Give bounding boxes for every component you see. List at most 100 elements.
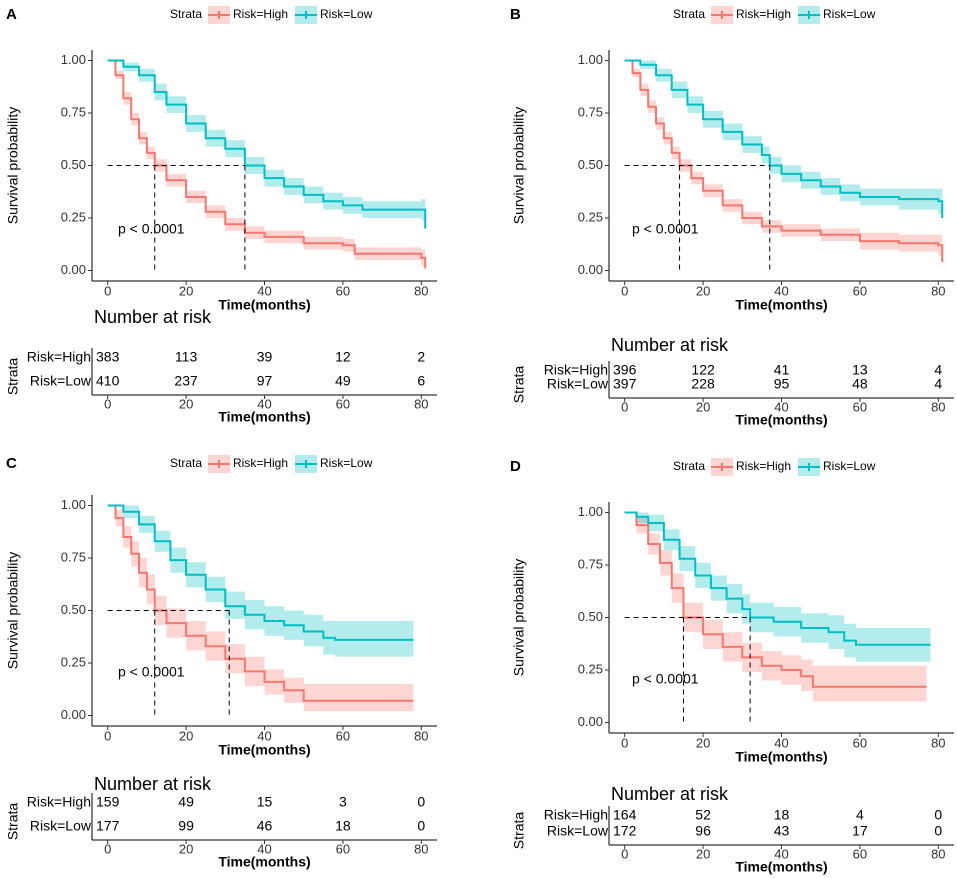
p-value: p < 0.0001 — [118, 221, 185, 237]
x-tick-label: 40 — [774, 283, 788, 298]
x-tick-label: 60 — [853, 735, 867, 750]
x-tick-label: 40 — [257, 728, 271, 743]
x-tick-label: 80 — [931, 283, 945, 298]
y-tick-label: 0.50 — [61, 157, 86, 172]
risk-count: 3 — [339, 794, 347, 810]
table-x-tick-label: 0 — [621, 399, 628, 414]
legend-label: Risk=Low — [823, 7, 876, 21]
x-tick-label: 0 — [621, 283, 628, 298]
risk-count: 113 — [175, 349, 198, 365]
y-tick-label: 1.00 — [578, 504, 603, 519]
confidence-band — [624, 60, 943, 250]
risk-count: 12 — [335, 349, 351, 365]
table-x-tick-label: 80 — [414, 841, 428, 856]
panel-letter: D — [510, 458, 521, 475]
row-label: Risk=High — [27, 794, 91, 810]
risk-count: 177 — [96, 818, 120, 834]
x-tick-label: 0 — [104, 728, 111, 743]
table-x-label: Time(months) — [218, 854, 310, 870]
x-tick-label: 0 — [621, 735, 628, 750]
survival-curve — [624, 59, 944, 218]
y-tick-label: 1.00 — [61, 52, 86, 67]
table-y-label: Strata — [5, 803, 21, 841]
survival-curve — [107, 504, 414, 641]
risk-count: 39 — [257, 349, 273, 365]
legend-title: Strata — [673, 459, 705, 473]
confidence-band — [107, 60, 426, 250]
table-x-tick-label: 20 — [696, 399, 710, 414]
risk-count: 4 — [934, 362, 942, 378]
survival-curve — [107, 504, 414, 702]
risk-count: 41 — [774, 362, 790, 378]
table-x-tick-label: 40 — [774, 399, 788, 414]
table-x-label: Time(months) — [218, 409, 310, 425]
table-x-tick-label: 20 — [179, 396, 193, 411]
p-value: p < 0.0001 — [632, 221, 699, 237]
risk-count: 6 — [417, 373, 425, 389]
p-value: p < 0.0001 — [118, 664, 185, 680]
row-label: Risk=Low — [30, 373, 92, 389]
y-tick-label: 1.00 — [578, 52, 603, 67]
legend-title: Strata — [170, 7, 202, 21]
survival-curve — [624, 511, 931, 646]
row-label: Risk=High — [27, 349, 91, 365]
risk-count: 18 — [335, 818, 351, 834]
risk-count: 43 — [774, 823, 790, 839]
y-tick-label: 0.50 — [578, 609, 603, 624]
risk-count: 0 — [934, 823, 942, 839]
risk-count: 17 — [852, 823, 868, 839]
risk-count: 49 — [178, 794, 194, 810]
table-x-tick-label: 60 — [336, 396, 350, 411]
risk-count: 15 — [257, 794, 273, 810]
table-x-tick-label: 60 — [853, 399, 867, 414]
table-x-tick-label: 40 — [257, 841, 271, 856]
risk-count: 95 — [774, 376, 790, 392]
y-tick-label: 0.00 — [578, 262, 603, 277]
survival-curve — [107, 59, 427, 229]
risk-count: 397 — [613, 376, 637, 392]
legend-label: Risk=Low — [320, 456, 373, 470]
y-tick-label: 0.25 — [61, 654, 86, 669]
x-tick-label: 20 — [179, 728, 193, 743]
y-axis-label: Survival probability — [511, 559, 527, 677]
table-x-tick-label: 20 — [696, 846, 710, 861]
table-x-tick-label: 80 — [931, 399, 945, 414]
panel-letter: C — [6, 455, 17, 472]
risk-count: 172 — [613, 823, 637, 839]
y-tick-label: 0.75 — [61, 549, 86, 564]
confidence-band — [624, 512, 931, 662]
legend-label: Risk=High — [233, 456, 288, 470]
risk-count: 2 — [417, 349, 425, 365]
risk-count: 4 — [934, 376, 942, 392]
confidence-band — [107, 505, 414, 659]
risk-count: 396 — [613, 362, 637, 378]
y-axis-label: Survival probability — [5, 107, 21, 225]
row-label: Risk=High — [544, 362, 608, 378]
risk-count: 228 — [691, 376, 715, 392]
risk-count: 383 — [96, 349, 120, 365]
x-axis-label: Time(months) — [735, 749, 827, 765]
row-label: Risk=Low — [547, 376, 609, 392]
x-tick-label: 60 — [336, 728, 350, 743]
x-axis-label: Time(months) — [218, 742, 310, 758]
risk-count: 46 — [257, 818, 273, 834]
risk-table-title: Number at risk — [611, 784, 729, 804]
table-x-tick-label: 40 — [257, 396, 271, 411]
risk-count: 13 — [852, 362, 868, 378]
table-x-tick-label: 0 — [104, 396, 111, 411]
risk-count: 410 — [96, 373, 120, 389]
legend-label: Risk=High — [233, 7, 288, 21]
legend-title: Strata — [673, 7, 705, 21]
table-y-label: Strata — [5, 358, 21, 396]
legend-title: Strata — [170, 456, 202, 470]
x-tick-label: 20 — [696, 735, 710, 750]
panel-letter: B — [510, 6, 521, 23]
y-tick-label: 0.25 — [578, 661, 603, 676]
x-tick-label: 40 — [774, 735, 788, 750]
x-tick-label: 80 — [931, 735, 945, 750]
table-x-tick-label: 60 — [336, 841, 350, 856]
risk-count: 0 — [934, 807, 942, 823]
row-label: Risk=High — [544, 807, 608, 823]
x-tick-label: 80 — [414, 728, 428, 743]
